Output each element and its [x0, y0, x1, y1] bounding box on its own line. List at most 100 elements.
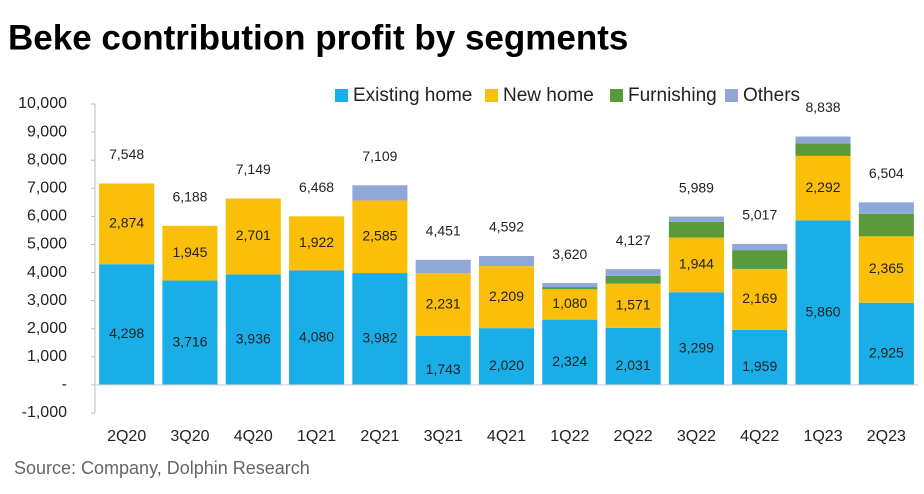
y-tick-label: 6,000 — [27, 208, 67, 225]
y-tick-label: 7,000 — [27, 179, 67, 196]
legend-label: Existing home — [353, 85, 472, 106]
y-tick-label: 1,000 — [27, 348, 67, 365]
total-label: 8,838 — [806, 99, 841, 115]
bar-segment — [415, 335, 471, 385]
bar-segment — [542, 287, 598, 290]
chart-title: Beke contribution profit by segments — [8, 18, 628, 57]
value-label: 1,080 — [552, 295, 587, 311]
value-label: 4,080 — [299, 328, 334, 344]
value-label: 2,701 — [236, 227, 271, 243]
value-label: 2,365 — [869, 260, 904, 276]
bar-segment — [668, 292, 724, 385]
x-tick-label: 3Q21 — [424, 428, 463, 445]
bar-segment — [99, 183, 155, 265]
x-tick-label: 2Q23 — [867, 428, 906, 445]
legend-label: Others — [743, 85, 800, 106]
total-label: 6,188 — [172, 189, 207, 205]
total-label: 4,451 — [426, 222, 461, 238]
value-label: 3,982 — [362, 330, 397, 346]
x-tick-label: 1Q21 — [297, 428, 336, 445]
bar-segment — [732, 268, 788, 330]
bar-segment — [795, 136, 851, 144]
x-tick-label: 2Q22 — [614, 428, 653, 445]
bar-segment — [605, 275, 661, 284]
x-tick-label: 3Q22 — [677, 428, 716, 445]
bar-segment — [858, 202, 914, 214]
bar-segment — [99, 264, 155, 385]
y-tick-label: 3,000 — [27, 292, 67, 309]
bar-segment — [478, 266, 535, 329]
value-label: 1,959 — [742, 358, 777, 374]
y-tick-label: 8,000 — [27, 151, 67, 168]
value-label: 2,925 — [869, 345, 904, 361]
bar-segment — [795, 155, 851, 221]
value-label: 2,585 — [362, 227, 397, 243]
bar-segment — [225, 274, 281, 385]
total-label: 4,592 — [489, 219, 524, 235]
bar-segment — [732, 243, 788, 251]
y-tick-label: 2,000 — [27, 320, 67, 337]
value-label: 2,874 — [109, 215, 144, 231]
value-label: 1,922 — [299, 234, 334, 250]
x-tick-label: 2Q21 — [360, 428, 399, 445]
value-label: 3,716 — [172, 333, 207, 349]
bar-segment — [668, 237, 724, 293]
bar-segment — [732, 329, 788, 385]
legend-swatch — [485, 89, 498, 102]
bar-segment — [858, 302, 914, 385]
total-label: 7,548 — [109, 146, 144, 162]
bar-segment — [668, 216, 724, 222]
legend-swatch — [610, 89, 623, 102]
bar-segment — [289, 270, 345, 385]
y-tick-label: 5,000 — [27, 236, 67, 253]
bar-segment — [668, 221, 724, 238]
bar-segment — [795, 220, 851, 385]
bar-segment — [478, 328, 535, 385]
bar-segment — [858, 213, 914, 237]
legend-swatch — [725, 89, 738, 102]
bar-segment — [162, 225, 218, 281]
source: Source: Company, Dolphin Research — [14, 458, 310, 478]
total-label: 7,149 — [236, 161, 271, 177]
value-label: 2,020 — [489, 357, 524, 373]
y-tick-label: -1,000 — [22, 404, 67, 421]
bar-segment — [415, 273, 471, 336]
bar-segment — [795, 143, 851, 156]
value-label: 1,944 — [679, 256, 714, 272]
value-label: 2,031 — [616, 357, 651, 373]
bar-segment — [352, 273, 408, 385]
x-tick-label: 4Q22 — [740, 428, 779, 445]
value-label: 2,324 — [552, 353, 587, 369]
value-label: 5,860 — [806, 303, 841, 319]
bar-segment — [542, 319, 598, 385]
bar-segment — [478, 255, 535, 267]
x-tick-label: 4Q21 — [487, 428, 526, 445]
bar-segment — [162, 280, 218, 385]
total-label: 6,468 — [299, 179, 334, 195]
bar-segment — [542, 289, 598, 320]
y-tick-label: 10,000 — [18, 95, 67, 112]
x-tick-label: 2Q20 — [107, 428, 146, 445]
value-label: 2,169 — [742, 290, 777, 306]
value-label: 3,299 — [679, 339, 714, 355]
x-tick-label: 4Q20 — [234, 428, 273, 445]
bar-segment — [858, 236, 914, 303]
bar-segment — [542, 283, 598, 288]
bar-segment — [352, 185, 408, 201]
total-label: 7,109 — [362, 148, 397, 164]
value-label: 4,298 — [109, 325, 144, 341]
bar-segment — [415, 259, 471, 274]
legend-swatch — [335, 89, 348, 102]
bar-segment — [605, 283, 661, 328]
value-label: 2,292 — [806, 179, 841, 195]
total-label: 6,504 — [869, 165, 904, 181]
y-tick-label: - — [62, 376, 67, 393]
total-label: 4,127 — [616, 232, 651, 248]
total-label: 3,620 — [552, 246, 587, 262]
bar-segment — [605, 327, 661, 385]
legend-label: Furnishing — [628, 85, 717, 106]
bar-segment — [289, 216, 345, 271]
x-tick-label: 1Q22 — [550, 428, 589, 445]
value-label: 2,209 — [489, 288, 524, 304]
